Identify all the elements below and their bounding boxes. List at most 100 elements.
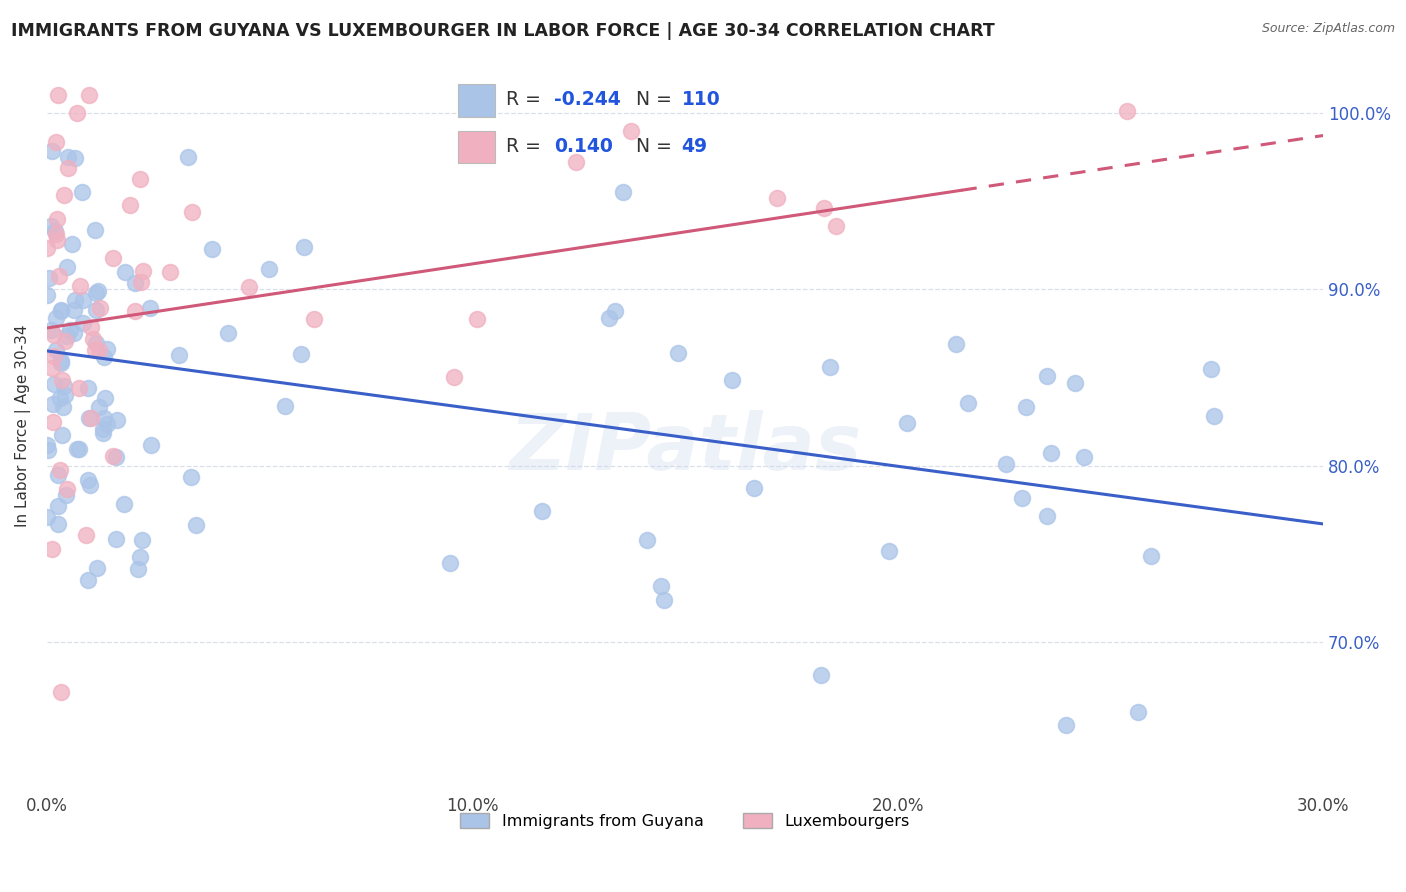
- Point: [877, 544, 900, 558]
- Point: [42, 350, 65, 364]
- Point: [65, 293, 87, 307]
- Point: [41, 144, 63, 158]
- Point: [818, 359, 841, 374]
- Text: Source: ZipAtlas.com: Source: ZipAtlas.com: [1261, 22, 1395, 36]
- Point: [945, 336, 967, 351]
- Point: [72, 293, 94, 307]
- Point: [87, 401, 110, 415]
- Point: [1011, 491, 1033, 506]
- Point: [35, 509, 58, 524]
- Point: [86, 335, 108, 350]
- Point: [44, 377, 66, 392]
- Point: [77, 473, 100, 487]
- Point: [45, 343, 67, 357]
- Point: [72, 316, 94, 330]
- Point: [1036, 509, 1059, 524]
- Point: [49, 685, 72, 699]
- Point: [56, 260, 79, 274]
- Point: [292, 240, 315, 254]
- Point: [139, 301, 162, 315]
- Point: [44, 224, 66, 238]
- Point: [177, 150, 200, 164]
- Point: [87, 284, 110, 298]
- Point: [957, 396, 980, 410]
- Point: [38, 271, 60, 285]
- Point: [77, 87, 100, 102]
- Point: [66, 106, 89, 120]
- Point: [56, 328, 79, 343]
- Point: [612, 186, 634, 200]
- Point: [101, 449, 124, 463]
- Point: [93, 391, 115, 405]
- Point: [69, 279, 91, 293]
- Point: [49, 463, 72, 477]
- Point: [1202, 409, 1225, 424]
- Point: [35, 438, 58, 452]
- Point: [603, 304, 626, 318]
- Point: [96, 342, 118, 356]
- Point: [114, 265, 136, 279]
- Point: [1073, 450, 1095, 465]
- Point: [41, 361, 63, 376]
- Point: [564, 155, 586, 169]
- Point: [58, 323, 80, 337]
- Point: [124, 276, 146, 290]
- Point: [46, 468, 69, 483]
- Legend: Immigrants from Guyana, Luxembourgers: Immigrants from Guyana, Luxembourgers: [454, 806, 917, 836]
- Point: [1199, 362, 1222, 376]
- Point: [45, 212, 67, 227]
- Point: [132, 264, 155, 278]
- Point: [51, 427, 73, 442]
- Point: [83, 223, 105, 237]
- Point: [80, 319, 103, 334]
- Point: [77, 410, 100, 425]
- Point: [83, 343, 105, 357]
- Point: [56, 482, 79, 496]
- Point: [52, 188, 75, 202]
- Point: [994, 457, 1017, 471]
- Point: [80, 411, 103, 425]
- Point: [96, 417, 118, 432]
- Point: [124, 303, 146, 318]
- Point: [620, 124, 643, 138]
- Point: [37, 443, 59, 458]
- Point: [200, 242, 222, 256]
- Point: [89, 343, 111, 357]
- Point: [42, 397, 65, 411]
- Point: [824, 219, 846, 234]
- Point: [37, 241, 59, 255]
- Point: [1035, 369, 1057, 384]
- Point: [42, 328, 65, 343]
- Point: [439, 556, 461, 570]
- Point: [159, 265, 181, 279]
- Point: [766, 191, 789, 205]
- Point: [810, 668, 832, 682]
- Point: [290, 347, 312, 361]
- Point: [238, 279, 260, 293]
- Point: [53, 334, 76, 349]
- Point: [49, 304, 72, 318]
- Point: [1064, 376, 1087, 390]
- Point: [35, 288, 58, 302]
- Point: [84, 303, 107, 318]
- Point: [257, 261, 280, 276]
- Point: [118, 198, 141, 212]
- Point: [1140, 549, 1163, 563]
- Point: [104, 532, 127, 546]
- Point: [813, 201, 835, 215]
- Point: [112, 497, 135, 511]
- Point: [721, 372, 744, 386]
- Point: [46, 234, 69, 248]
- Point: [129, 549, 152, 564]
- Point: [650, 579, 672, 593]
- Point: [443, 370, 465, 384]
- Point: [636, 533, 658, 548]
- Point: [86, 285, 108, 300]
- Point: [105, 450, 128, 465]
- Point: [55, 488, 77, 502]
- Point: [42, 416, 65, 430]
- Point: [465, 311, 488, 326]
- Point: [180, 470, 202, 484]
- Point: [217, 326, 239, 340]
- Point: [76, 574, 98, 588]
